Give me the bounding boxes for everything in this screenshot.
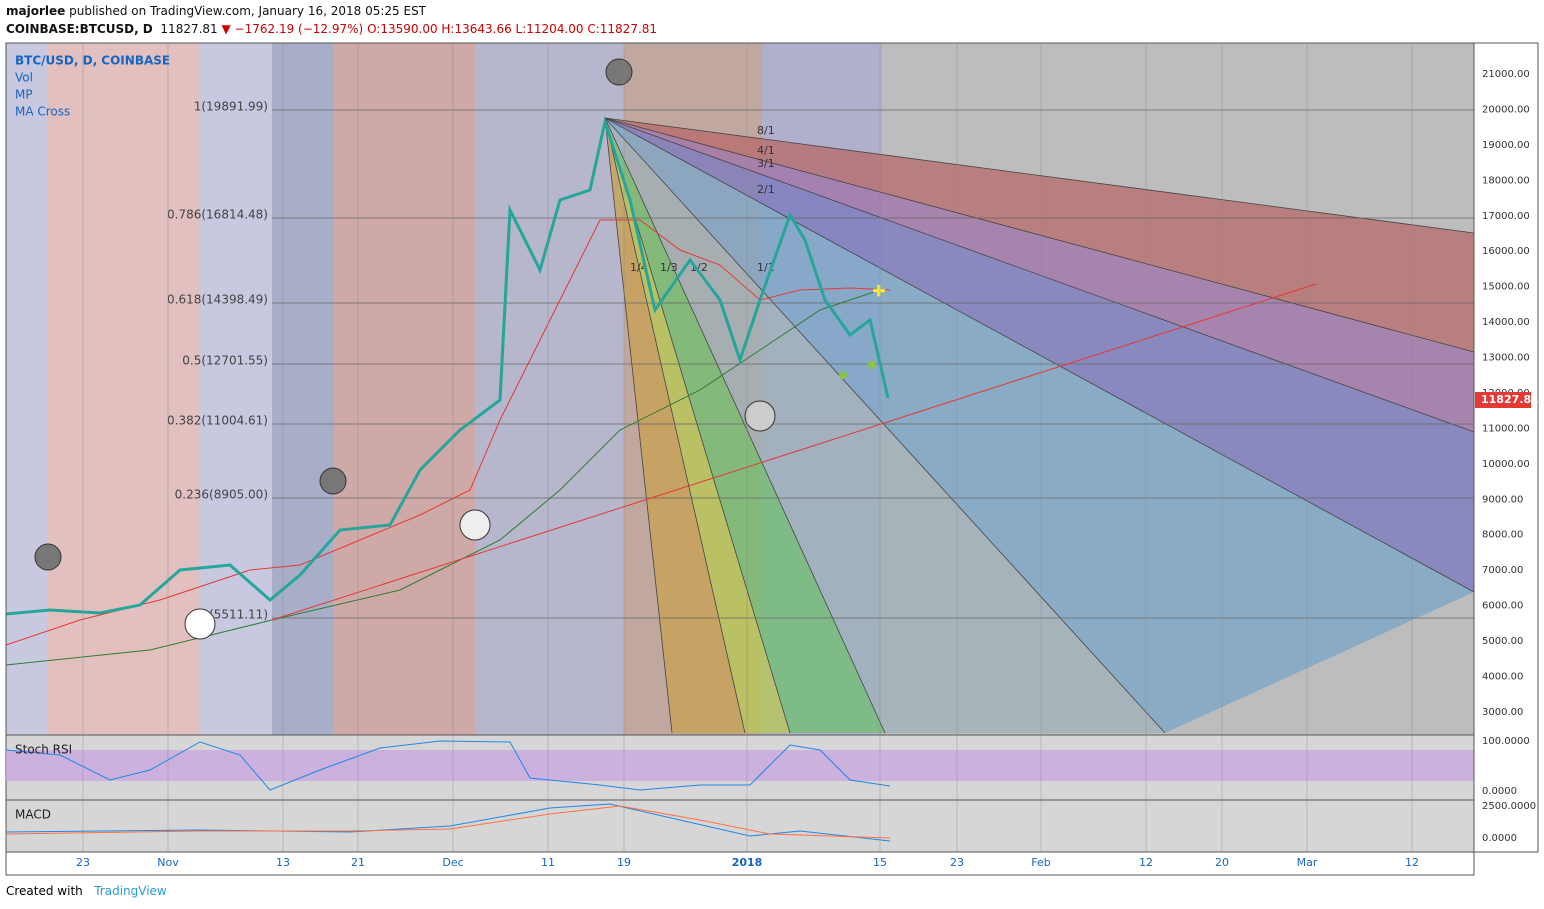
fib-label: 0.786(16814.48) [167, 208, 268, 222]
stoch-bottom: 0.0000 [1482, 786, 1517, 797]
time-label: 2018 [732, 856, 763, 869]
time-label: 13 [276, 856, 290, 869]
last: 11827.81 [160, 22, 218, 36]
change: ▼ −1762.19 (−12.97%) [221, 22, 364, 36]
price-label: 21000.00 [1482, 69, 1530, 80]
price-label: 9000.00 [1482, 494, 1523, 505]
price-path [5, 116, 890, 616]
macd-top: 2500.0000 [1482, 801, 1536, 812]
time-label: 23 [76, 856, 90, 869]
created: Created with [6, 884, 83, 898]
fan-label: 4/1 [757, 144, 775, 157]
stoch-title: Stoch RSI [15, 743, 72, 757]
fib-label: 0.236(8905.00) [175, 488, 268, 502]
header-line1: majorlee published on TradingView.com, J… [6, 4, 426, 18]
fib-label: 0(5511.11) [201, 608, 268, 622]
fan-line [604, 117, 1475, 593]
time-label: Mar [1297, 856, 1318, 869]
stoch-line [5, 740, 891, 791]
fan-label: 1/3 [660, 261, 678, 274]
header-line2: COINBASE:BTCUSD, D 11827.81 ▼ −1762.19 (… [6, 22, 657, 36]
circles: ✚ [34, 58, 886, 640]
fan: 8/14/13/12/11/11/21/31/4 [604, 117, 1475, 734]
time-label: 19 [617, 856, 631, 869]
author[interactable]: majorlee [6, 4, 66, 18]
legend-item: Vol [15, 71, 33, 85]
price-label: 6000.00 [1482, 601, 1523, 612]
band [272, 43, 333, 735]
fib: 1(19891.99) 0.786(16814.48) 0.618(14398.49… [167, 100, 1474, 622]
fib-label: 0.382(11004.61) [167, 414, 268, 428]
price-label: 10000.00 [1482, 459, 1530, 470]
brand[interactable]: TradingView [94, 884, 167, 898]
price-label: 5000.00 [1482, 636, 1523, 647]
time-label: Dec [442, 856, 463, 869]
fib-label: 1(19891.99) [194, 100, 268, 114]
band [48, 43, 200, 735]
price-label: 19000.00 [1482, 140, 1530, 151]
macd-title: MACD [15, 808, 51, 822]
published: published on TradingView.com, January 16… [69, 4, 427, 18]
price-label: 14000.00 [1482, 317, 1530, 328]
fan-label: 2/1 [757, 183, 775, 196]
fan-label: 8/1 [757, 124, 775, 137]
price-label: 16000.00 [1482, 246, 1530, 257]
legend-item: MA Cross [15, 105, 70, 119]
price-label: 8000.00 [1482, 530, 1523, 541]
time-label: 23 [950, 856, 964, 869]
band [475, 43, 624, 735]
fan-line [604, 117, 1475, 234]
price-label: 20000.00 [1482, 104, 1530, 115]
time-label: Nov [157, 856, 179, 869]
price-label: 18000.00 [1482, 175, 1530, 186]
time-label: Feb [1031, 856, 1050, 869]
price-label: 11000.00 [1482, 423, 1530, 434]
price-axis-bg [1473, 42, 1539, 853]
fib-label: 0.5(12701.55) [182, 354, 268, 368]
fib-label: 0.618(14398.49) [167, 293, 268, 307]
fan-label: 3/1 [757, 157, 775, 170]
symbol: COINBASE:BTCUSD, D [6, 22, 153, 36]
signal-line [5, 805, 891, 839]
time-label: 15 [873, 856, 887, 869]
fan-line [604, 117, 1475, 353]
legend-item: BTC/USD, D, COINBASE [15, 54, 170, 68]
price-label: 13000.00 [1482, 353, 1530, 364]
legend-item: MP [15, 88, 33, 102]
price-label: 4000.00 [1482, 671, 1523, 682]
price-label: 17000.00 [1482, 211, 1530, 222]
macd-bottom: 0.0000 [1482, 833, 1517, 844]
price-tag-bg [1475, 392, 1531, 408]
stoch-top: 100.0000 [1482, 736, 1530, 747]
band [6, 43, 48, 735]
ohlc: O:13590.00 H:13643.66 L:11204.00 C:11827… [367, 22, 658, 36]
price-label: 7000.00 [1482, 565, 1523, 576]
fan-line [604, 117, 886, 734]
band [333, 43, 475, 735]
price-label: 3000.00 [1482, 707, 1523, 718]
trend-line [271, 283, 1317, 621]
stoch-band [6, 750, 1474, 781]
svg-text:✚: ✚ [872, 282, 885, 301]
ma-green [5, 289, 881, 666]
time-label: 21 [351, 856, 365, 869]
time-label: 12 [1405, 856, 1419, 869]
time-label: 20 [1215, 856, 1229, 869]
footer: Created with TradingView [6, 884, 167, 898]
bands [6, 43, 1474, 852]
fan-zone [605, 118, 1474, 733]
price-label: 15000.00 [1482, 282, 1530, 293]
price-tag: 11827.81 [1481, 393, 1539, 406]
fan-line [604, 117, 1475, 433]
time-label: 11 [541, 856, 555, 869]
time-label: 12 [1139, 856, 1153, 869]
fan-line [604, 117, 1166, 734]
